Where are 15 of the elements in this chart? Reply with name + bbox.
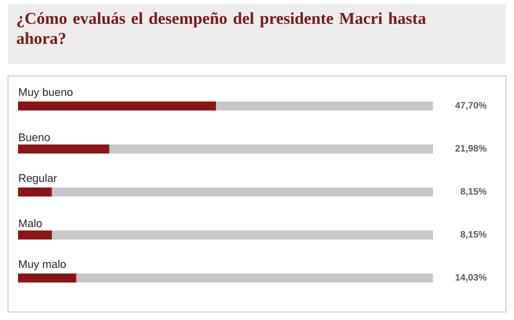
data-label: 14,03% bbox=[456, 274, 486, 282]
data-label: 21,98% bbox=[455, 145, 486, 153]
y-tick-label: Malo bbox=[19, 219, 42, 228]
bar bbox=[18, 230, 52, 240]
bar bbox=[18, 273, 76, 282]
chart-title: ¿Cómo evaluás el desempeño del presidente Macri hasta ahora? bbox=[16, 12, 426, 44]
y-tick-label: Muy bueno bbox=[19, 88, 73, 98]
data-label: 8,15% bbox=[460, 231, 486, 239]
y-tick-label: Muy malo bbox=[19, 260, 66, 270]
data-label: 47,70% bbox=[455, 102, 486, 110]
bar bbox=[18, 144, 110, 154]
bar bbox=[18, 187, 52, 196]
y-tick-label: Bueno bbox=[19, 133, 50, 142]
data-label: 8,15% bbox=[460, 188, 486, 196]
y-tick-label: Regular bbox=[19, 174, 57, 184]
